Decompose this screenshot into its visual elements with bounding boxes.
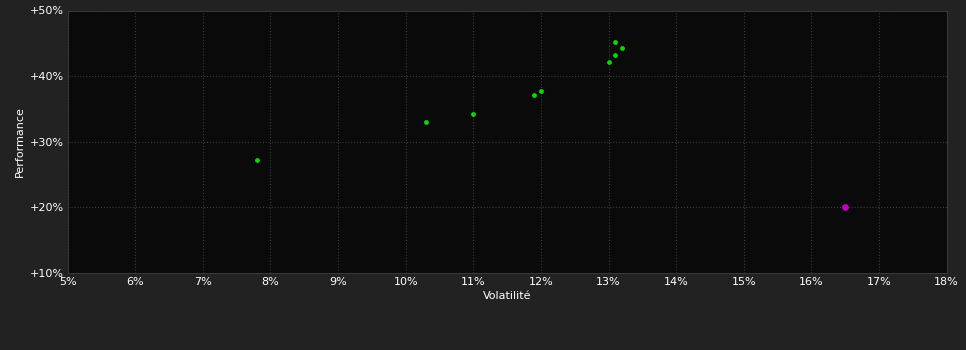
Point [838, 204, 853, 210]
X-axis label: Volatilité: Volatilité [483, 291, 531, 301]
Point [533, 88, 549, 93]
Point [614, 45, 630, 51]
Point [608, 39, 623, 45]
Point [526, 92, 542, 97]
Y-axis label: Performance: Performance [15, 106, 25, 177]
Point [608, 52, 623, 58]
Point [249, 158, 265, 163]
Point [601, 59, 616, 64]
Point [466, 111, 481, 117]
Point [418, 119, 434, 125]
